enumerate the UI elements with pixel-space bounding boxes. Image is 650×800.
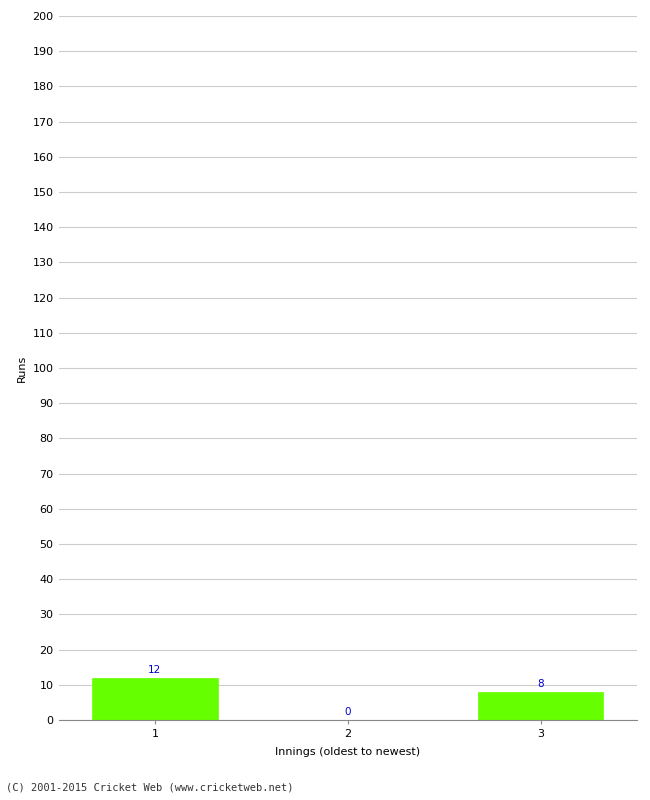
Text: 0: 0 [344,707,351,717]
Text: 8: 8 [538,679,544,689]
Bar [478,692,603,720]
Text: (C) 2001-2015 Cricket Web (www.cricketweb.net): (C) 2001-2015 Cricket Web (www.cricketwe… [6,782,294,792]
Y-axis label: Runs: Runs [17,354,27,382]
Bar [92,678,218,720]
X-axis label: Innings (oldest to newest): Innings (oldest to newest) [275,747,421,758]
Text: 12: 12 [148,665,162,675]
